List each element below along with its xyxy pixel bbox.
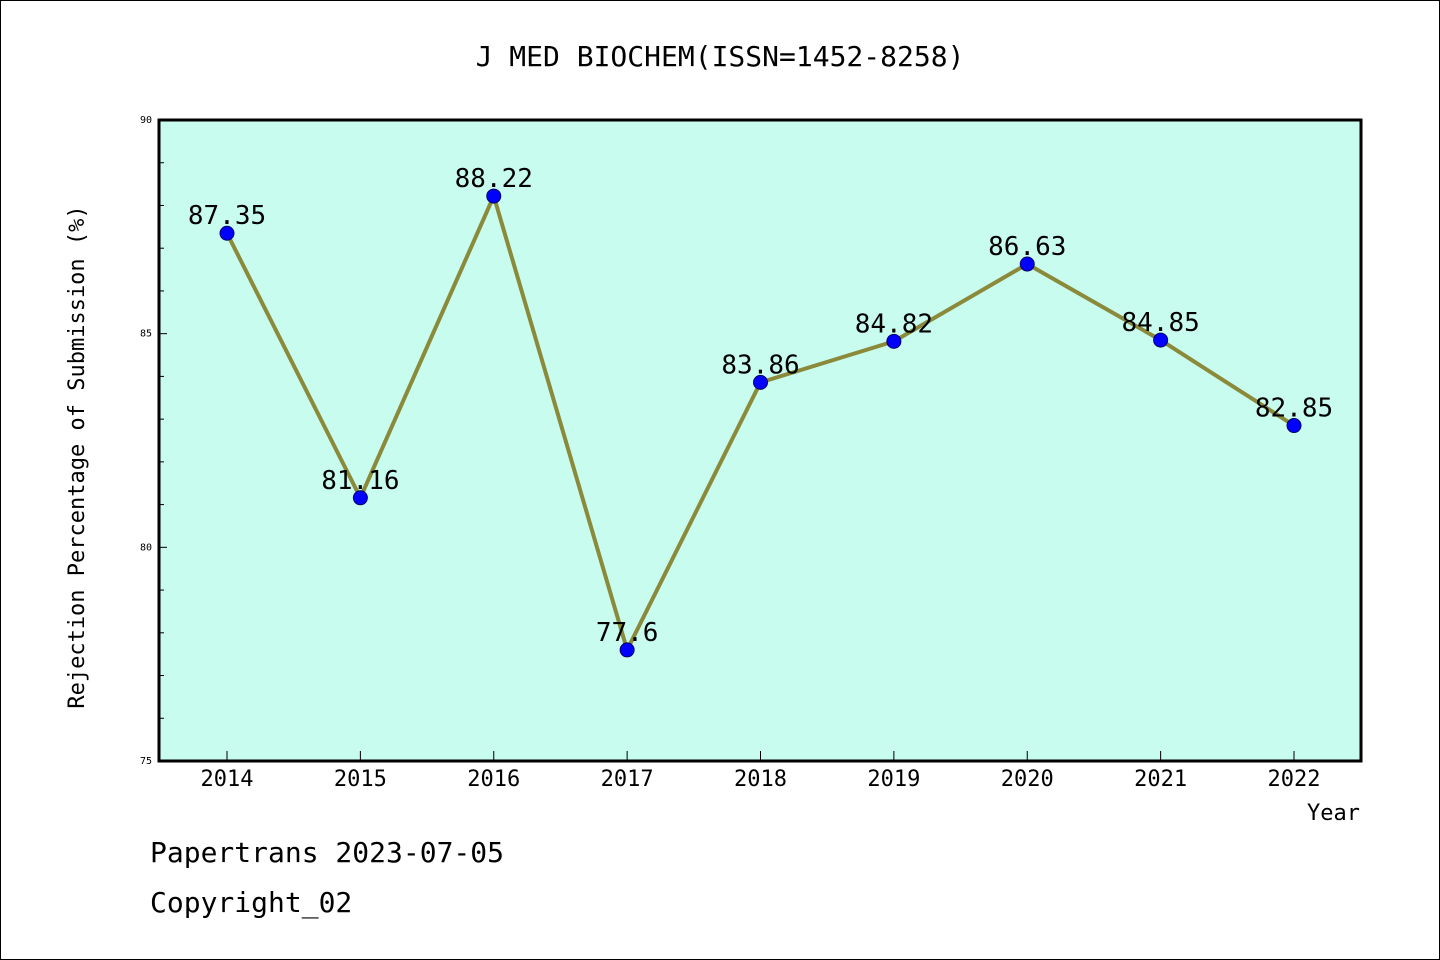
x-tick-label: 2015 [334,767,387,792]
copyright-text: Copyright_02 [150,886,353,919]
data-label: 82.85 [1255,394,1333,424]
data-point [486,188,502,204]
data-label: 84.82 [855,309,933,339]
data-label: 88.22 [455,164,533,194]
data-label: 86.63 [988,232,1066,262]
data-point [1153,332,1169,348]
data-label: 83.86 [721,350,799,380]
plot-area [157,118,1363,763]
x-tick-label: 2019 [867,767,920,792]
y-tick-label: 85 [140,329,152,340]
x-axis-label: Year [1307,801,1360,826]
y-tick-label: 75 [140,756,152,767]
series-rejection-rate: 87.35 81.16 88.22 77.6 83.86 84.82 86.63 84.85 8… [188,164,1333,658]
x-tick-label: 2017 [601,767,654,792]
x-tick-label: 2014 [201,767,254,792]
data-point [886,333,902,349]
x-axis: 2014 2015 2016 2017 2018 2019 2020 2021 2022 [201,751,1321,792]
data-label: 87.35 [188,201,266,231]
y-axis: 75 80 85 90 [140,115,167,767]
chart-title: J MED BIOCHEM(ISSN=1452-8258) [476,40,965,73]
data-point [1286,418,1302,434]
data-point [352,490,368,506]
data-point [619,642,635,658]
y-axis-label: Rejection Percentage of Submission (%) [65,205,90,708]
y-tick-label: 90 [140,115,152,126]
data-label: 81.16 [321,466,399,496]
data-point [753,374,768,390]
x-tick-label: 2016 [467,767,520,792]
data-label: 77.6 [596,618,659,648]
data-point [1019,256,1035,272]
x-tick-label: 2018 [734,767,787,792]
credit-text: Papertrans 2023-07-05 [150,836,505,869]
x-tick-label: 2022 [1268,767,1321,792]
y-tick-label: 80 [140,542,152,553]
x-tick-label: 2021 [1134,767,1187,792]
x-tick-label: 2020 [1001,767,1054,792]
data-label: 84.85 [1121,308,1199,338]
data-point [219,225,235,241]
